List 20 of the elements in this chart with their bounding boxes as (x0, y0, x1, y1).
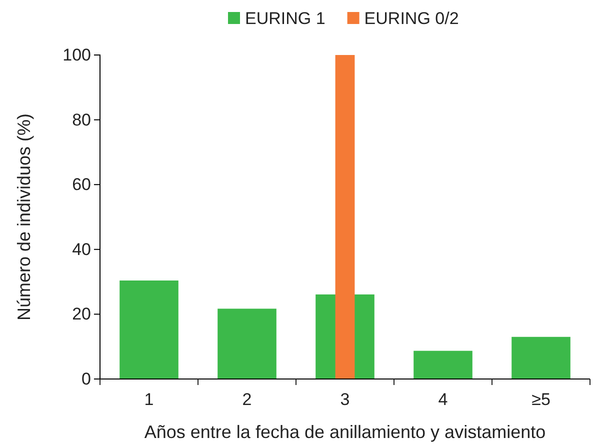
y-tick-label: 20 (72, 304, 91, 324)
y-axis-title: Número de individuos (%) (14, 113, 34, 321)
y-tick-label: 60 (72, 175, 91, 194)
bar (335, 55, 355, 379)
y-tick-label: 40 (72, 240, 91, 259)
legend-label: EURING 1 (245, 9, 326, 28)
legend-label: EURING 0/2 (364, 9, 459, 28)
y-tick-label: 80 (72, 110, 91, 130)
x-tick-label: ≥5 (532, 390, 550, 410)
x-tick-label: 1 (144, 390, 154, 410)
x-axis-title: Años entre la fecha de anillamiento y avistamiento (144, 422, 546, 442)
bar (120, 280, 178, 379)
x-tick-label: 3 (340, 390, 350, 410)
y-tick-label: 100 (62, 45, 91, 64)
x-tick-label: 4 (438, 390, 448, 410)
bar (218, 308, 276, 379)
x-tick-label: 2 (242, 390, 252, 410)
bar (512, 336, 570, 379)
bar (414, 350, 472, 379)
y-tick-label: 0 (82, 369, 91, 388)
